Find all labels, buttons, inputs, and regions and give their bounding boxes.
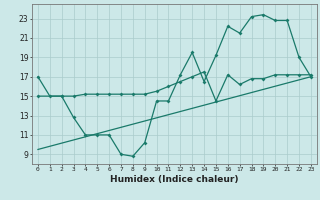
X-axis label: Humidex (Indice chaleur): Humidex (Indice chaleur) bbox=[110, 175, 239, 184]
